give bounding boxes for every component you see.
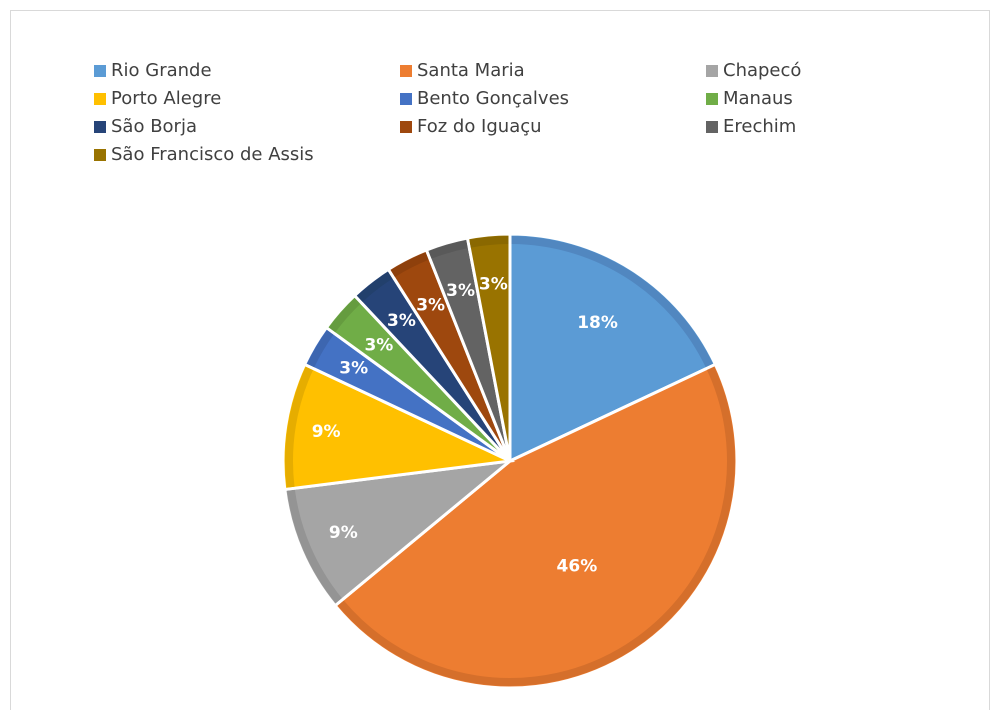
- legend-label: Foz do Iguaçu: [417, 116, 542, 137]
- pie-data-label-manaus: 3%: [364, 335, 393, 355]
- pie-data-label-sao-borja: 3%: [387, 311, 416, 331]
- pie-data-label-porto-alegre: 9%: [312, 422, 341, 442]
- legend-label: São Borja: [111, 116, 197, 137]
- pie-slices: [281, 232, 739, 690]
- legend-swatch-bento-goncalves: [400, 93, 412, 105]
- legend-swatch-rio-grande: [94, 65, 106, 77]
- pie-data-label-erechim: 3%: [446, 281, 475, 301]
- pie-slice-rim-manaus: [328, 298, 361, 333]
- legend-swatch-sao-francisco-de-assis: [94, 149, 106, 161]
- pie-data-label-sao-francisco-de-assis: 3%: [479, 275, 508, 295]
- legend-label: São Francisco de Assis: [111, 144, 314, 165]
- legend-label: Manaus: [723, 88, 793, 109]
- pie-data-label-foz-do-iguacu: 3%: [416, 295, 445, 315]
- pie-slice-rim-chapeco: [286, 489, 342, 604]
- chart-frame: [10, 10, 990, 710]
- pie-slice-sao-francisco-de-assis[interactable]: [465, 232, 512, 462]
- pie-slice-rim-bento-goncalves: [307, 330, 334, 368]
- pie-slice-rio-grande[interactable]: [508, 232, 718, 464]
- pie-slice-rim-porto-alegre: [285, 366, 314, 488]
- legend-label: Porto Alegre: [111, 88, 222, 109]
- pie-data-labels: 18%46%9%9%3%3%3%3%3% 3%: [312, 275, 618, 577]
- pie-slice-rim-erechim: [428, 240, 468, 259]
- legend-label: Rio Grande: [111, 60, 212, 81]
- legend-swatch-erechim: [706, 121, 718, 133]
- legend-label: Santa Maria: [417, 60, 525, 81]
- legend-label: Bento Gonçalves: [417, 88, 570, 109]
- pie-slice-porto-alegre[interactable]: [281, 362, 516, 492]
- pie-slice-rim-sao-francisco-de-assis: [469, 236, 509, 248]
- legend-swatch-manaus: [706, 93, 718, 105]
- pie-slice-rim-foz-do-iguacu: [390, 252, 429, 277]
- legend-swatch-sao-borja: [94, 121, 106, 133]
- pie-data-label-chapeco: 9%: [329, 523, 358, 543]
- pie-data-label-bento-goncalves: 3%: [339, 359, 368, 379]
- pie-data-label-santa-maria: 46%: [557, 556, 598, 576]
- legend-swatch-foz-do-iguacu: [400, 121, 412, 133]
- legend-label: Erechim: [723, 116, 797, 137]
- pie-slice-rim-santa-maria: [337, 366, 735, 686]
- legend-label: Chapecó: [723, 60, 802, 81]
- pie-slice-rim-sao-borja: [357, 271, 393, 302]
- pie-data-label-rio-grande: 18%: [577, 313, 618, 333]
- legend-swatch-chapeco: [706, 65, 718, 77]
- legend-swatch-santa-maria: [400, 65, 412, 77]
- pie-slice-rim-rio-grande: [511, 236, 713, 368]
- legend-swatch-porto-alegre: [94, 93, 106, 105]
- pie-slice-chapeco[interactable]: [283, 458, 515, 608]
- pie-slice-santa-maria[interactable]: [332, 362, 739, 690]
